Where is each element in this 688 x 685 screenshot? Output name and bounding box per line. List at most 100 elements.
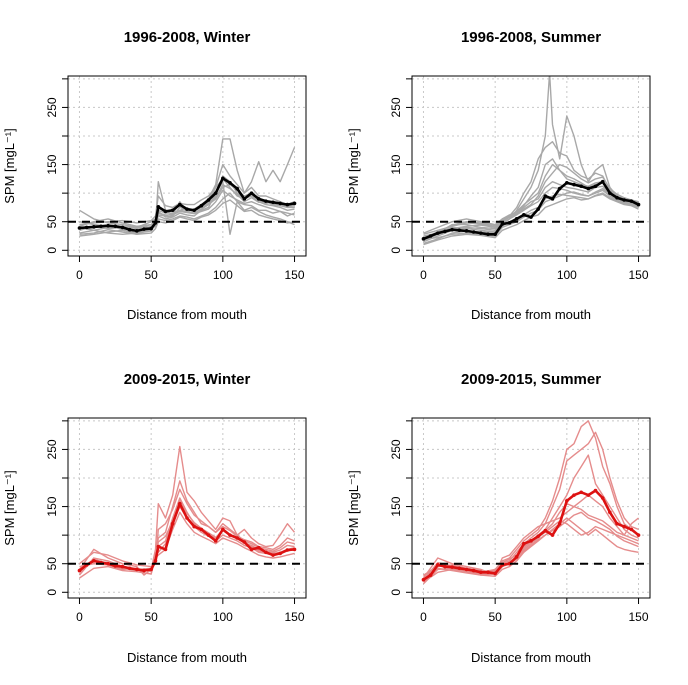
mean-point [586, 493, 591, 497]
y-axis-label: SPM [mgL⁻¹] [2, 128, 17, 204]
mean-point [292, 201, 297, 206]
mean-point [550, 197, 555, 201]
x-tick-label: 150 [629, 268, 649, 282]
mean-point [264, 550, 268, 555]
y-tick-label: 0 [45, 589, 59, 596]
mean-point [529, 215, 533, 219]
series-line-6 [423, 193, 639, 246]
chart-title: 2009-2015, Winter [124, 371, 251, 388]
mean-point [170, 208, 175, 213]
mean-point [156, 544, 161, 549]
mean-point [479, 570, 483, 575]
mean-point [163, 209, 168, 214]
mean-point [543, 194, 548, 198]
x-tick-label: 50 [144, 268, 158, 282]
mean-point [199, 203, 204, 208]
chart-panel-4: 2009-2015, Summer 0 50 100 150 Distance from … [346, 371, 651, 665]
mean-point [120, 564, 125, 569]
x-tick-label: 0 [420, 268, 427, 282]
mean-point [450, 227, 454, 232]
y-tick-label: 50 [45, 215, 59, 229]
series-line-6 [79, 192, 295, 237]
y-tick-label: 150 [389, 496, 403, 516]
mean-point [450, 565, 454, 569]
mean-point [436, 231, 440, 235]
mean-point [629, 199, 634, 203]
x-axis-label: Distance from mouth [471, 307, 591, 322]
mean-point [271, 553, 275, 557]
x-axis: 0 50 100 150 [420, 598, 649, 624]
mean-point [221, 176, 225, 181]
mean-point [636, 202, 641, 207]
mean-point [135, 229, 139, 233]
mean-point [586, 186, 591, 191]
chart-title: 1996-2008, Winter [124, 29, 251, 46]
mean-point [436, 563, 440, 567]
mean-point [213, 539, 218, 543]
mean-point [221, 527, 225, 532]
x-tick-label: 50 [144, 610, 158, 624]
y-axis: 0 50 150 250 [45, 420, 68, 596]
mean-point [163, 547, 168, 552]
mean-point [529, 539, 533, 543]
y-tick-label: 150 [389, 154, 403, 174]
mean-point [572, 493, 576, 497]
mean-point [428, 234, 433, 238]
mean-point [572, 182, 576, 187]
y-tick-label: 150 [45, 154, 59, 174]
mean-point [285, 202, 290, 207]
mean-point [464, 229, 469, 233]
mean-point [486, 232, 490, 237]
series-group [77, 445, 297, 579]
mean-point [557, 521, 562, 526]
mean-point [622, 198, 626, 202]
mean-point [593, 184, 598, 189]
mean-point [199, 527, 204, 532]
mean-point [249, 191, 254, 195]
mean-point [608, 191, 612, 195]
mean-point [278, 201, 282, 206]
plot-frame [411, 75, 651, 257]
mean-point [550, 533, 555, 537]
mean-point [536, 534, 540, 539]
mean-point [292, 547, 297, 552]
mean-point [557, 186, 562, 191]
series-line-7 [79, 189, 295, 231]
mean-point [127, 566, 132, 571]
x-axis-label: Distance from mouth [127, 307, 247, 322]
series-group [77, 138, 297, 237]
mean-point [443, 564, 447, 569]
mean-point [285, 548, 290, 552]
mean-point [479, 231, 483, 235]
mean-point [127, 227, 132, 232]
mean-point [457, 566, 462, 571]
series-line-6 [79, 488, 295, 568]
mean-point [106, 561, 110, 566]
series-group [421, 76, 641, 246]
mean-point [192, 208, 196, 213]
mean-point [135, 567, 139, 572]
x-axis: 0 50 100 150 [76, 256, 305, 282]
mean-point [120, 225, 125, 230]
mean-point [543, 528, 548, 533]
plot-frame [411, 417, 651, 599]
mean-point [92, 225, 96, 229]
mean-point [536, 207, 540, 211]
x-tick-label: 150 [285, 610, 305, 624]
mean-point [185, 207, 189, 211]
x-tick-label: 100 [213, 610, 233, 624]
mean-point [486, 570, 490, 575]
mean-point [493, 232, 497, 237]
series-line-8 [423, 163, 639, 235]
mean-point [471, 568, 476, 573]
plot-frame [67, 75, 307, 257]
y-tick-label: 250 [45, 439, 59, 459]
mean-point [235, 536, 239, 540]
mean-point [178, 501, 182, 506]
mean-point [170, 521, 175, 526]
y-tick-label: 50 [389, 215, 403, 229]
plot-frame [67, 417, 307, 599]
y-axis: 0 50 150 250 [389, 78, 412, 254]
mean-point [92, 559, 96, 563]
